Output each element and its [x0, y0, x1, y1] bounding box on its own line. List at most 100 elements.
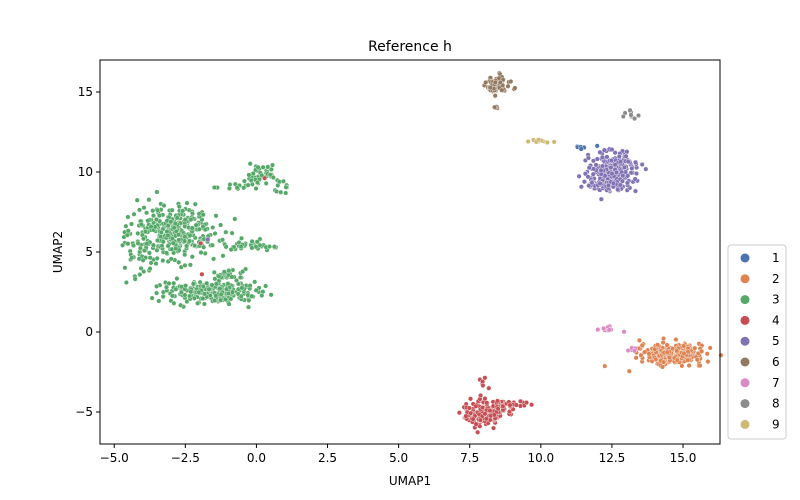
point-series-2 — [705, 359, 711, 365]
point-series-3 — [189, 225, 195, 231]
point-series-3 — [211, 256, 217, 262]
point-series-3 — [278, 189, 284, 195]
point-series-3 — [136, 207, 142, 213]
x-tick-label: 7.5 — [460, 451, 479, 465]
point-series-5 — [613, 169, 619, 175]
point-series-4 — [468, 396, 474, 402]
point-series-3 — [122, 265, 128, 271]
point-series-3 — [274, 188, 280, 194]
point-series-3 — [153, 216, 159, 222]
point-series-3 — [160, 258, 166, 264]
point-series-3 — [184, 299, 190, 305]
point-series-3 — [146, 250, 152, 256]
point-series-3 — [259, 293, 265, 299]
point-series-3 — [171, 280, 177, 286]
point-series-3 — [168, 256, 174, 262]
point-series-3 — [221, 269, 227, 275]
point-series-4 — [479, 405, 485, 411]
point-series-3 — [218, 291, 224, 297]
point-series-2 — [666, 355, 672, 361]
point-series-3 — [169, 293, 175, 299]
point-series-5 — [612, 162, 618, 168]
point-series-4 — [477, 417, 483, 423]
legend-marker-7 — [740, 378, 750, 388]
point-series-5 — [634, 170, 640, 176]
point-series-9 — [551, 139, 557, 145]
point-series-3 — [154, 189, 160, 195]
point-series-4 — [470, 416, 476, 422]
point-series-5 — [625, 159, 631, 165]
point-series-3 — [182, 238, 188, 244]
point-series-2 — [674, 357, 680, 363]
point-series-3 — [267, 244, 273, 250]
point-series-3 — [161, 203, 167, 209]
x-axis-ticks: −5.0 −2.5 0.0 2.5 5.0 7.5 10.0 12.5 15.0 — [100, 444, 696, 465]
point-series-3 — [144, 241, 150, 247]
axes-frame — [99, 59, 721, 445]
point-series-3 — [154, 247, 160, 253]
point-series-3 — [150, 208, 156, 214]
point-series-5 — [589, 180, 595, 186]
point-series-5 — [600, 163, 606, 169]
point-series-4 — [491, 425, 497, 431]
point-series-8 — [632, 116, 638, 122]
point-series-4 — [456, 410, 462, 416]
point-series-3 — [180, 208, 186, 214]
point-series-4 — [198, 240, 204, 246]
point-series-3 — [125, 228, 131, 234]
point-series-3 — [129, 255, 135, 261]
point-series-3 — [271, 244, 277, 250]
point-series-2 — [697, 363, 703, 369]
point-series-3 — [163, 284, 169, 290]
point-series-3 — [241, 178, 247, 184]
point-series-5 — [629, 165, 635, 171]
point-series-3 — [176, 204, 182, 210]
point-series-5 — [598, 167, 604, 173]
point-series-2 — [664, 349, 670, 355]
point-series-3 — [174, 276, 180, 282]
point-series-3 — [212, 276, 218, 282]
point-series-3 — [196, 211, 202, 217]
point-series-3 — [255, 164, 261, 170]
point-series-3 — [223, 244, 229, 250]
point-series-3 — [233, 277, 239, 283]
point-series-5 — [618, 159, 624, 165]
point-series-2 — [685, 357, 691, 363]
point-series-3 — [232, 216, 238, 222]
point-series-2 — [699, 348, 705, 354]
point-series-2 — [602, 363, 608, 369]
point-series-3 — [160, 239, 166, 245]
legend-label-5: 5 — [772, 334, 780, 348]
point-series-2 — [664, 342, 670, 348]
point-series-3 — [246, 172, 252, 178]
point-series-3 — [176, 237, 182, 243]
point-series-4 — [495, 398, 501, 404]
point-series-3 — [253, 287, 259, 293]
point-series-5 — [597, 149, 603, 155]
point-series-4 — [473, 421, 479, 427]
point-series-3 — [189, 254, 195, 260]
point-series-3 — [213, 281, 219, 287]
point-series-2 — [638, 352, 644, 358]
point-series-5 — [593, 162, 599, 168]
point-series-3 — [228, 247, 234, 253]
x-tick-label: −5.0 — [100, 451, 129, 465]
point-series-3 — [234, 185, 240, 191]
point-series-6 — [492, 93, 498, 99]
point-series-3 — [178, 302, 184, 308]
point-series-3 — [150, 242, 156, 248]
point-series-2 — [642, 349, 648, 355]
point-series-3 — [195, 300, 201, 306]
point-series-4 — [466, 405, 472, 411]
point-series-3 — [169, 236, 175, 242]
x-axis-label: UMAP1 — [389, 474, 431, 488]
y-axis-ticks: −5 0 5 10 15 — [75, 85, 100, 419]
x-tick-label: 12.5 — [599, 451, 626, 465]
point-series-9 — [535, 137, 541, 143]
point-series-3 — [145, 218, 151, 224]
point-series-3 — [246, 297, 252, 303]
point-series-3 — [130, 242, 136, 248]
point-series-3 — [200, 212, 206, 218]
point-series-3 — [128, 221, 134, 227]
point-series-3 — [270, 174, 276, 180]
